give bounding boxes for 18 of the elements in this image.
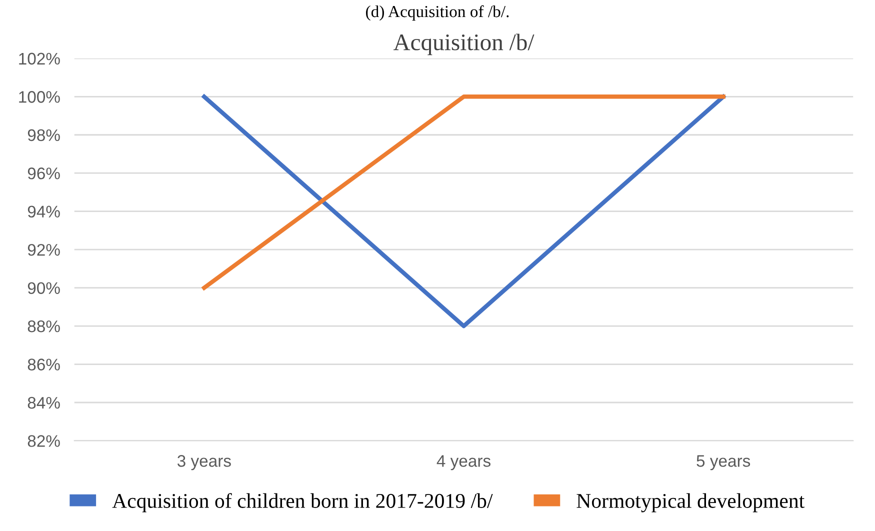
legend-label: Acquisition of children born in 2017-2019 /b/ [112,493,493,512]
x-tick-label: 4 years [436,455,490,470]
y-tick-label: 88% [28,320,60,332]
y-tick-label: 94% [28,206,60,218]
y-tick-label: 86% [28,358,60,370]
x-tick-label: 5 years [696,455,750,470]
y-tick-label: 98% [28,129,60,142]
y-tick-label: 96% [28,168,60,180]
y-tick-label: 84% [28,396,60,409]
y-tick-label: 102% [19,52,60,65]
y-tick-label: 100% [19,91,60,103]
legend-label: Normotypical development [576,493,805,512]
y-tick-label: 82% [28,435,60,447]
y-tick-label: 90% [28,282,60,294]
y-tick-label: 92% [28,244,60,256]
x-tick-label: 3 years [177,455,231,470]
chart-title: Acquisition /b/ [393,34,534,56]
text: (d) Acquisition of /b/. [366,5,509,21]
